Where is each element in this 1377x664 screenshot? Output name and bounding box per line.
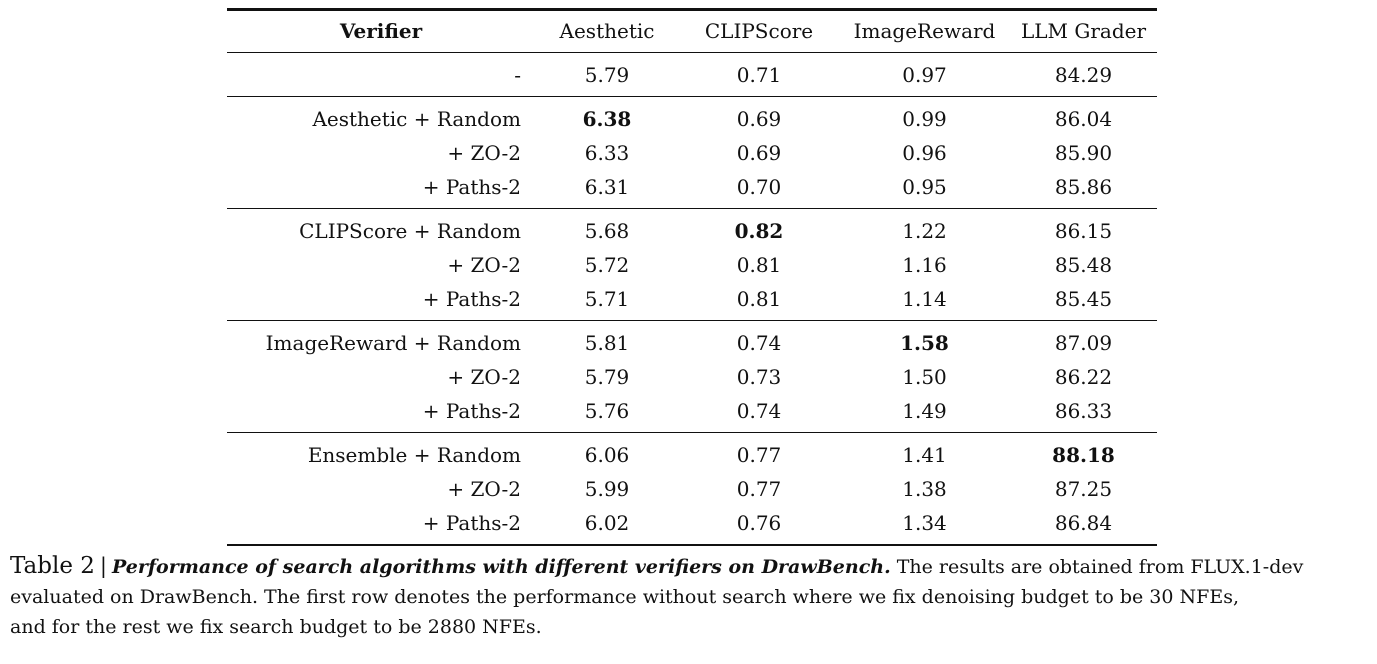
value-cell: 86.33 [1054,399,1113,423]
table-row: + ZO-2 5.79 0.73 1.50 86.22 [227,360,1157,394]
column-header-verifier: Verifier [339,19,423,43]
value-cell: 0.81 [736,287,782,311]
table-caption: Table 2 | Performance of search algorithms… [10,551,1372,642]
caption-body-line1: The results are obtained from FLUX.1-dev [896,556,1304,578]
value-cell: 1.58 [900,331,949,355]
value-cell: 0.81 [736,253,782,277]
caption-body-line2: evaluated on DrawBench. The first row de… [10,586,1239,608]
value-cell: 5.68 [584,219,630,243]
value-cell: 1.16 [902,253,947,277]
value-cell: 0.71 [736,63,782,87]
table-row: - 5.79 0.71 0.97 84.29 [227,53,1157,97]
table-group-clipscore: CLIPScore + Random 5.68 0.82 1.22 86.15 + ZO-… [227,208,1157,321]
value-cell: 5.79 [584,63,630,87]
value-cell: 0.70 [736,175,782,199]
value-cell: 0.95 [902,175,947,199]
caption-label: Table 2 [10,553,95,579]
value-cell: 86.15 [1054,219,1113,243]
value-cell: 5.99 [584,477,630,501]
value-cell: 5.81 [584,331,630,355]
value-cell: 6.31 [584,175,630,199]
table-row: + ZO-2 6.33 0.69 0.96 85.90 [227,136,1157,170]
value-cell: 85.90 [1054,141,1113,165]
value-cell: 86.04 [1054,107,1113,131]
verifier-cell: + ZO-2 [447,477,521,501]
table-row: + Paths-2 5.76 0.74 1.49 86.33 [227,394,1157,433]
value-cell: 85.45 [1054,287,1113,311]
verifier-cell: CLIPScore + Random [299,219,521,243]
value-cell: 87.25 [1054,477,1113,501]
value-cell: 1.49 [902,399,947,423]
verifier-cell: Ensemble + Random [307,443,521,467]
verifier-cell: + ZO-2 [447,365,521,389]
value-cell: 6.33 [584,141,630,165]
column-header-clipscore: CLIPScore [704,19,814,43]
verifier-cell: - [514,63,521,87]
table-row: Aesthetic + Random 6.38 0.69 0.99 86.04 [227,97,1157,137]
value-cell: 5.76 [584,399,630,423]
value-cell: 1.14 [902,287,947,311]
table-row: ImageReward + Random 5.81 0.74 1.58 87.09 [227,321,1157,361]
value-cell: 0.69 [736,107,782,131]
value-cell: 5.79 [584,365,630,389]
table-row: + Paths-2 6.31 0.70 0.95 85.86 [227,170,1157,209]
table-group-baseline: - 5.79 0.71 0.97 84.29 [227,52,1157,97]
value-cell: 86.22 [1054,365,1113,389]
value-cell: 1.41 [902,443,947,467]
value-cell: 0.99 [902,107,947,131]
table-row: CLIPScore + Random 5.68 0.82 1.22 86.15 [227,209,1157,249]
results-table-container: Verifier Aesthetic CLIPScore ImageReward LLM… [227,8,1157,546]
table-row: + ZO-2 5.72 0.81 1.16 85.48 [227,248,1157,282]
table-group-imagereward: ImageReward + Random 5.81 0.74 1.58 87.09 + Z… [227,320,1157,433]
value-cell: 0.77 [736,477,782,501]
table-row: + Paths-2 6.02 0.76 1.34 86.84 [227,506,1157,545]
value-cell: 0.76 [736,511,782,535]
value-cell: 6.02 [584,511,630,535]
value-cell: 85.86 [1054,175,1113,199]
header-row: Verifier Aesthetic CLIPScore ImageReward LLM… [227,10,1157,53]
value-cell: 0.77 [736,443,782,467]
value-cell: 87.09 [1054,331,1113,355]
value-cell: 84.29 [1054,63,1113,87]
table-group-aesthetic: Aesthetic + Random 6.38 0.69 0.99 86.04 + ZO-… [227,96,1157,209]
value-cell: 85.48 [1054,253,1113,277]
verifier-cell: + Paths-2 [422,511,521,535]
column-header-llm-grader: LLM Grader [1020,19,1147,43]
verifier-cell: ImageReward + Random [265,331,521,355]
value-cell: 86.84 [1054,511,1113,535]
verifier-cell: Aesthetic + Random [312,107,521,131]
table-row: + ZO-2 5.99 0.77 1.38 87.25 [227,472,1157,506]
verifier-cell: + ZO-2 [447,141,521,165]
value-cell: 0.74 [736,331,782,355]
value-cell: 0.97 [902,63,947,87]
value-cell: 1.22 [902,219,947,243]
caption-body-line3: and for the rest we fix search budget to… [10,616,542,638]
value-cell: 1.38 [902,477,947,501]
value-cell: 1.34 [902,511,947,535]
column-header-aesthetic: Aesthetic [559,19,655,43]
table-row: Ensemble + Random 6.06 0.77 1.41 88.18 [227,433,1157,473]
caption-separator: | [99,554,107,578]
verifier-cell: + Paths-2 [422,287,521,311]
column-header-imagereward: ImageReward [853,19,996,43]
verifier-cell: + ZO-2 [447,253,521,277]
value-cell: 0.82 [734,219,784,243]
value-cell: 5.71 [584,287,630,311]
caption-line-1: Table 2 | Performance of search algorithms… [10,551,1372,582]
value-cell: 0.96 [902,141,947,165]
value-cell: 6.06 [584,443,630,467]
value-cell: 0.74 [736,399,782,423]
value-cell: 88.18 [1052,443,1115,467]
value-cell: 0.69 [736,141,782,165]
caption-title: Performance of search algorithms with di… [111,556,891,578]
results-table: Verifier Aesthetic CLIPScore ImageReward LLM… [227,8,1157,546]
verifier-cell: + Paths-2 [422,175,521,199]
table-group-ensemble: Ensemble + Random 6.06 0.77 1.41 88.18 + ZO-2… [227,432,1157,546]
value-cell: 0.73 [736,365,782,389]
value-cell: 5.72 [584,253,630,277]
verifier-cell: + Paths-2 [422,399,521,423]
value-cell: 1.50 [902,365,947,389]
table-row: + Paths-2 5.71 0.81 1.14 85.45 [227,282,1157,321]
value-cell: 6.38 [582,107,632,131]
